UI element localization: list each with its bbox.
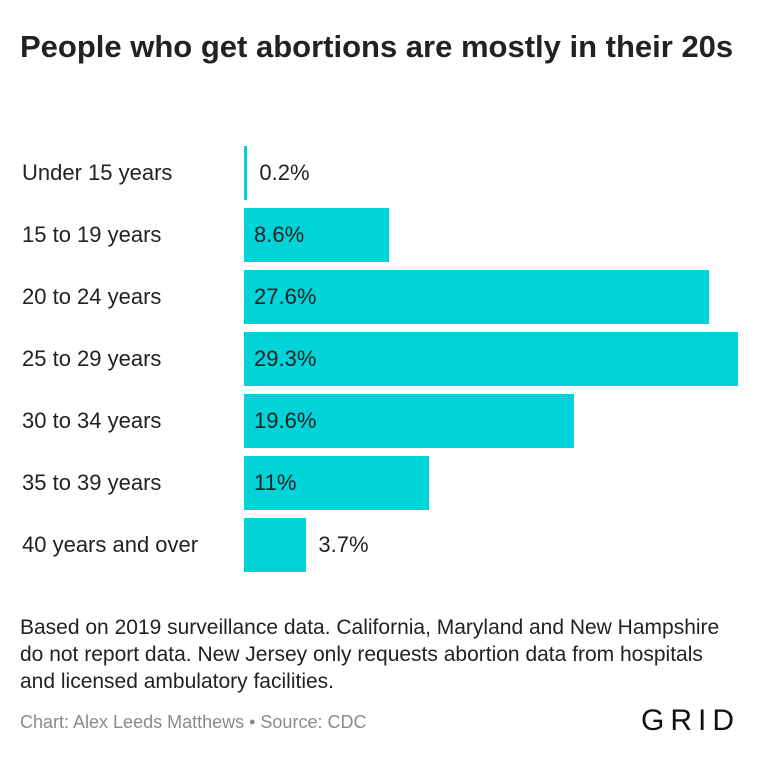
bar-chart: Under 15 years 0.2% 15 to 19 years 8.6% 20 t… [0,140,760,580]
value-label: 27.6% [254,284,317,309]
bar-row: 25 to 29 years 29.3% [0,332,760,394]
category-label: 25 to 29 years [22,346,162,371]
bar [244,456,430,510]
bar-row: 30 to 34 years 19.6% [0,394,760,456]
value-label: 19.6% [254,408,317,433]
bar-row: Under 15 years 0.2% [0,146,760,208]
value-label: 0.2% [259,160,310,185]
chart-title: People who get abortions are mostly in t… [20,29,734,64]
bar-row: 20 to 24 years 27.6% [0,270,760,332]
chart-note: Based on 2019 surveillance data. Califor… [20,616,720,693]
bar [244,208,389,262]
value-label: 11% [254,470,297,495]
value-label: 3.7% [318,532,369,557]
bar [244,518,307,572]
bar [244,394,575,448]
value-label: 8.6% [254,222,305,247]
category-label: 30 to 34 years [22,408,162,433]
bar [244,270,710,324]
category-label: Under 15 years [22,160,173,185]
value-label: 29.3% [254,346,317,371]
category-label: 35 to 39 years [22,470,162,495]
bar [244,146,248,200]
category-label: 40 years and over [22,532,199,557]
bar [244,332,738,386]
chart-credit: Chart: Alex Leeds Matthews • Source: CDC [20,712,367,732]
bar-row: 15 to 19 years 8.6% [0,208,760,270]
bar-row: 35 to 39 years 11% [0,456,760,518]
bar-row: 40 years and over 3.7% [0,518,760,580]
category-label: 20 to 24 years [22,284,162,309]
grid-logo: GRID [641,704,740,737]
category-label: 15 to 19 years [22,222,162,247]
